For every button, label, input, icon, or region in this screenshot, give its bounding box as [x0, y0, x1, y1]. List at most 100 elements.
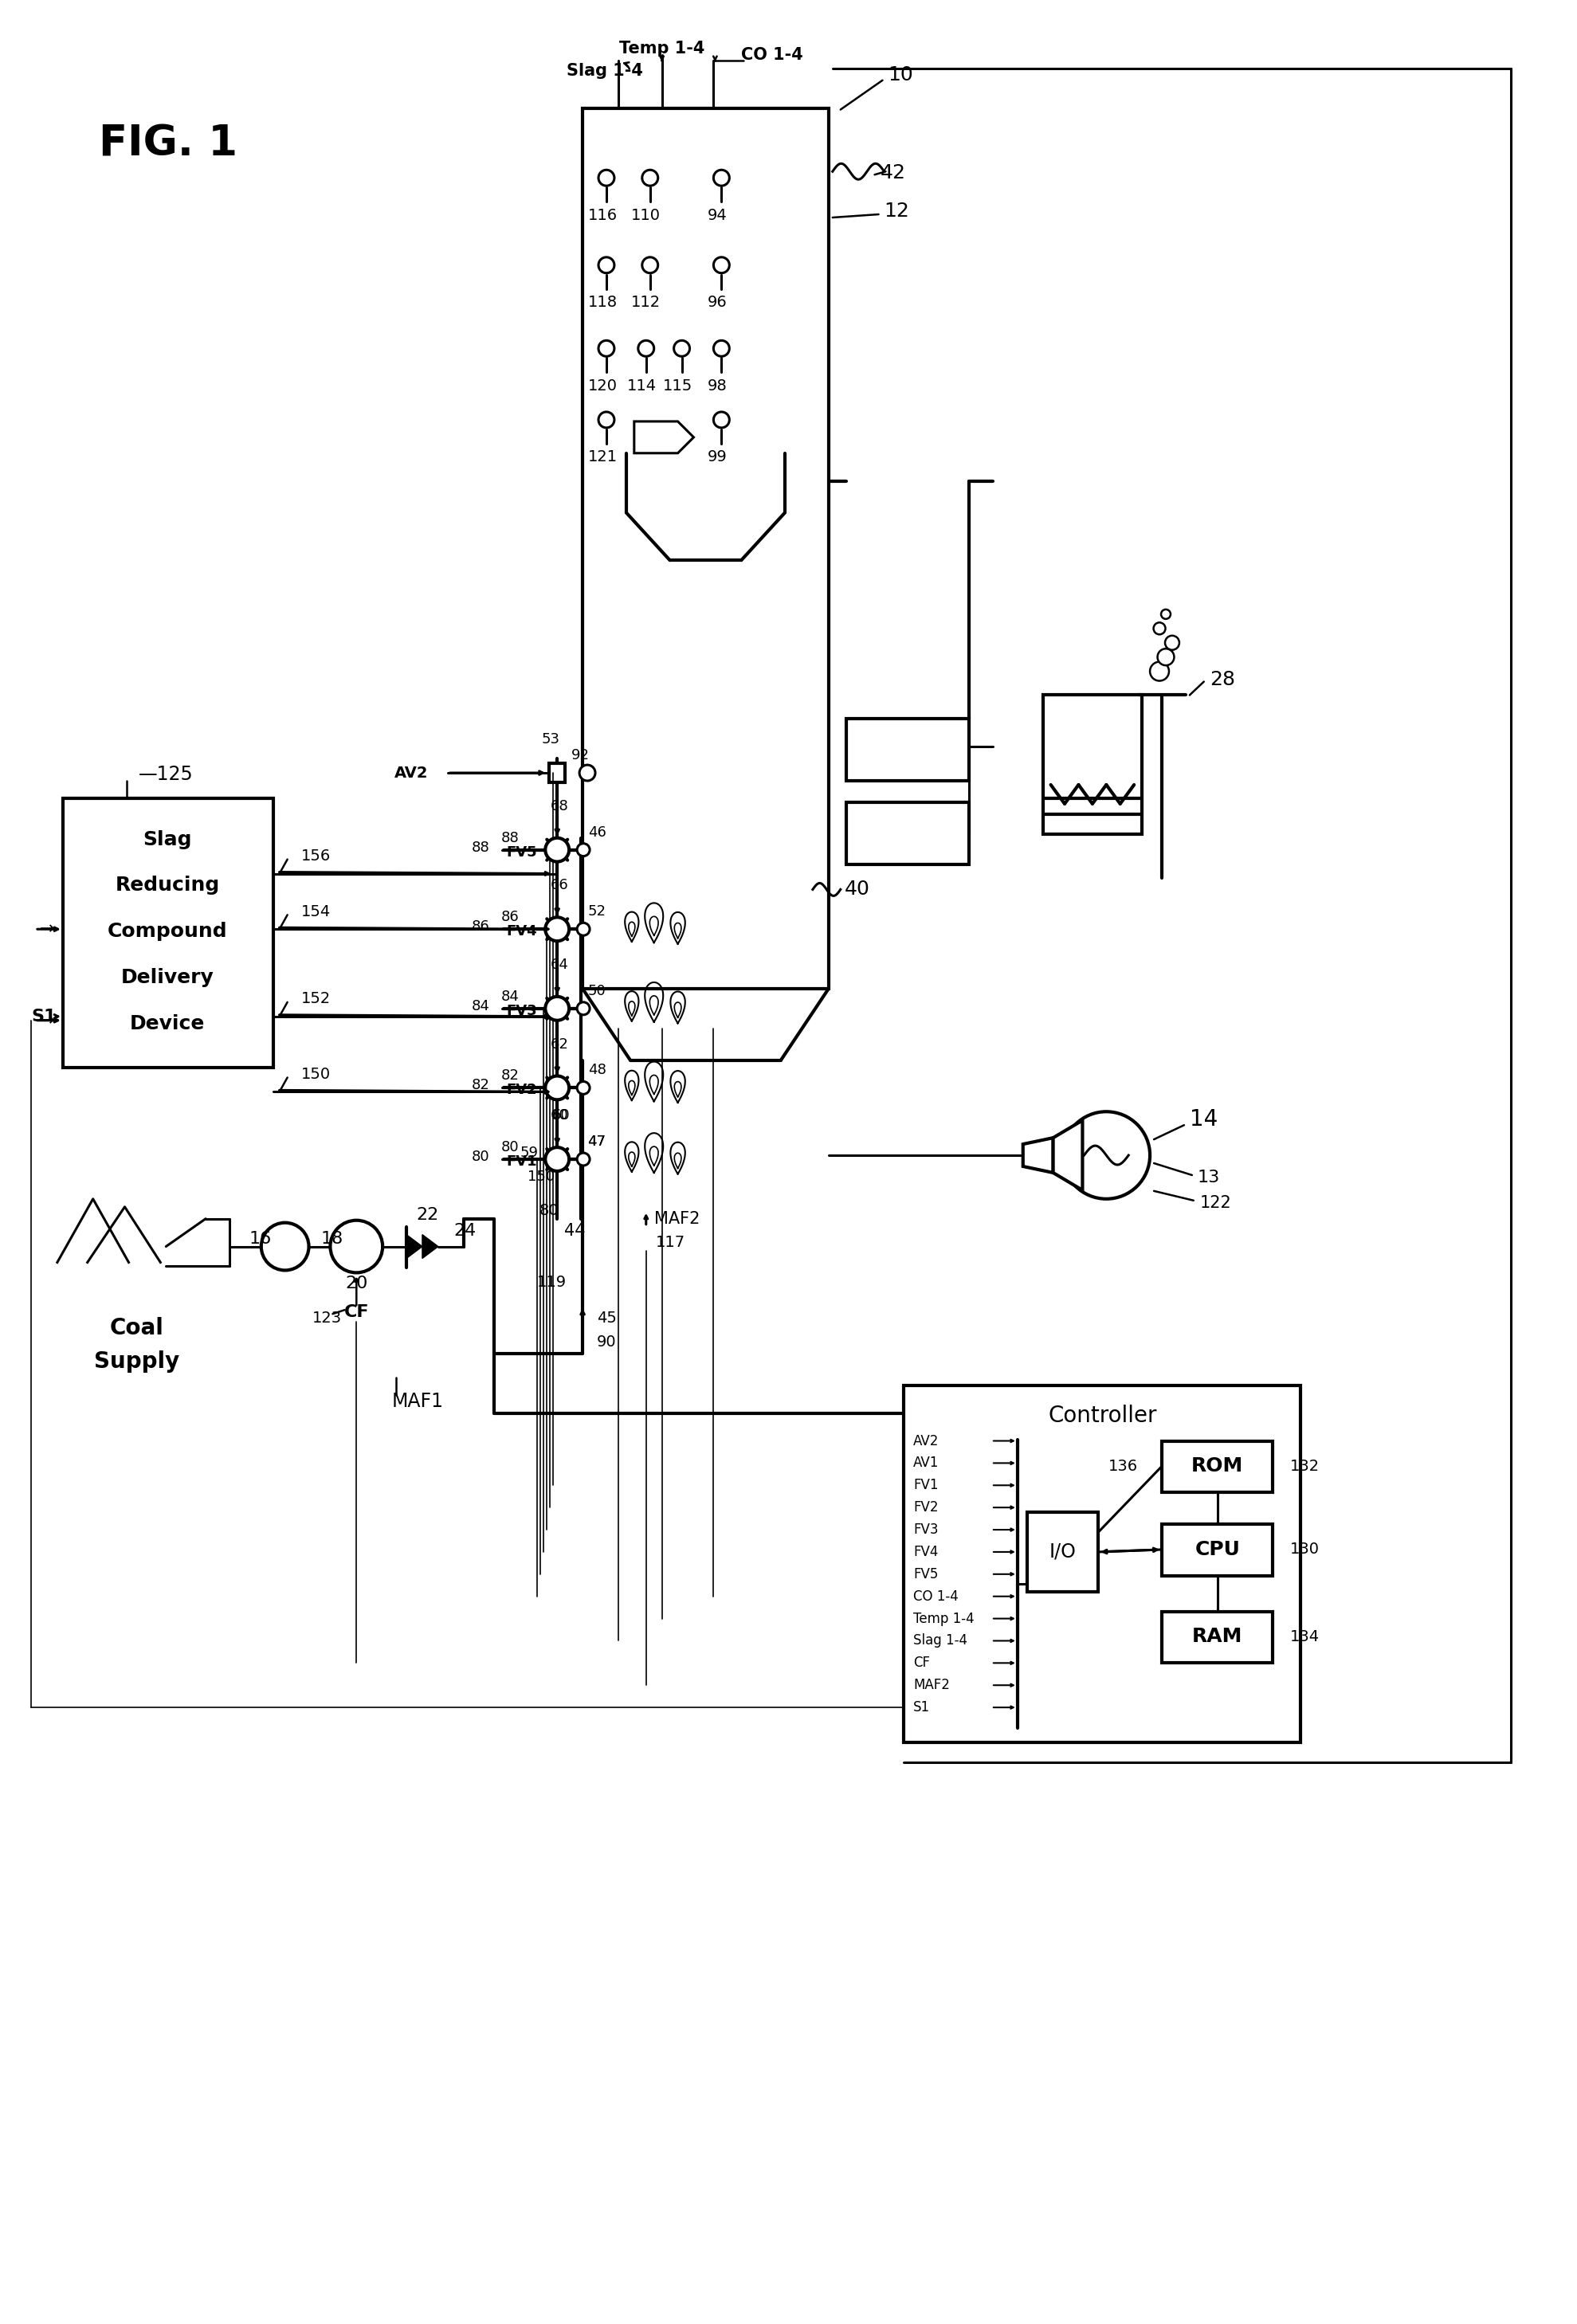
Text: 119: 119 — [538, 1274, 566, 1290]
Text: 52: 52 — [588, 904, 606, 918]
Text: FV2: FV2 — [506, 1083, 538, 1097]
Text: 46: 46 — [588, 825, 606, 839]
Text: 60: 60 — [550, 1109, 569, 1122]
Text: 80: 80 — [501, 1141, 519, 1155]
Circle shape — [1150, 662, 1169, 681]
Text: 14: 14 — [1189, 1109, 1217, 1132]
Text: 136: 136 — [1109, 1459, 1139, 1473]
Text: 13: 13 — [1197, 1169, 1221, 1185]
Text: FV1: FV1 — [913, 1478, 938, 1492]
Text: 130: 130 — [1290, 1543, 1320, 1557]
Bar — [549, 762, 565, 783]
Text: CPU: CPU — [1195, 1541, 1240, 1559]
Text: 117: 117 — [656, 1234, 684, 1250]
Circle shape — [713, 258, 730, 272]
Text: 123: 123 — [312, 1311, 342, 1325]
Text: —125: —125 — [139, 765, 192, 783]
Text: Slag: Slag — [144, 830, 192, 848]
Text: 47: 47 — [588, 1134, 606, 1148]
Text: 53: 53 — [541, 732, 560, 746]
Text: 68: 68 — [550, 799, 569, 813]
Text: CO 1-4: CO 1-4 — [741, 46, 803, 63]
Text: ROM: ROM — [1191, 1457, 1243, 1476]
Circle shape — [1161, 609, 1170, 618]
Text: S1: S1 — [913, 1701, 930, 1715]
Bar — [1162, 1525, 1273, 1576]
Text: 121: 121 — [588, 449, 617, 465]
Circle shape — [713, 170, 730, 186]
Text: FV3: FV3 — [506, 1004, 538, 1018]
Text: MAF1: MAF1 — [393, 1392, 445, 1411]
Text: 84: 84 — [501, 990, 519, 1004]
Text: 28: 28 — [1210, 669, 1235, 688]
Text: 98: 98 — [708, 379, 727, 393]
Text: FV3: FV3 — [913, 1522, 938, 1536]
Bar — [582, 107, 828, 988]
Circle shape — [546, 997, 569, 1020]
Text: 82: 82 — [472, 1078, 490, 1092]
Text: 80: 80 — [472, 1150, 490, 1164]
Circle shape — [642, 170, 658, 186]
Text: Temp 1-4: Temp 1-4 — [913, 1611, 975, 1627]
Text: MAF2: MAF2 — [654, 1211, 700, 1227]
Circle shape — [639, 342, 654, 356]
Text: 88: 88 — [472, 841, 490, 855]
Bar — [63, 797, 273, 1069]
Circle shape — [577, 923, 590, 937]
Text: 40: 40 — [844, 881, 871, 899]
Polygon shape — [423, 1234, 438, 1257]
Text: 88: 88 — [501, 830, 519, 846]
Bar — [904, 1385, 1301, 1743]
Text: FV5: FV5 — [913, 1566, 938, 1580]
Text: 122: 122 — [1200, 1195, 1232, 1211]
Circle shape — [598, 258, 615, 272]
Text: FV4: FV4 — [913, 1545, 938, 1559]
Bar — [1162, 1611, 1273, 1664]
Text: 115: 115 — [662, 379, 692, 393]
Polygon shape — [634, 421, 694, 453]
Text: 110: 110 — [631, 207, 661, 223]
Bar — [1027, 1513, 1098, 1592]
Text: 20: 20 — [345, 1276, 367, 1292]
Text: AV1: AV1 — [913, 1455, 940, 1471]
Text: 116: 116 — [588, 207, 617, 223]
Text: 154: 154 — [301, 904, 331, 920]
Text: MAF2: MAF2 — [913, 1678, 949, 1692]
Circle shape — [262, 1222, 309, 1271]
Text: 12: 12 — [885, 202, 910, 221]
Text: Compound: Compound — [107, 923, 227, 941]
Text: Device: Device — [129, 1013, 205, 1034]
Text: CF: CF — [913, 1655, 930, 1671]
Text: 42: 42 — [880, 163, 905, 184]
Text: CF: CF — [344, 1304, 369, 1320]
Text: AV2: AV2 — [913, 1434, 940, 1448]
Text: 45: 45 — [596, 1311, 617, 1325]
Circle shape — [598, 342, 615, 356]
Bar — [1162, 1441, 1273, 1492]
Text: 92: 92 — [571, 748, 590, 762]
Text: 84: 84 — [472, 999, 490, 1013]
Text: 47: 47 — [588, 1134, 606, 1148]
Circle shape — [546, 839, 569, 862]
Text: 94: 94 — [708, 207, 727, 223]
Text: Coal: Coal — [109, 1318, 164, 1339]
Text: I/O: I/O — [1049, 1543, 1076, 1562]
Text: AV2: AV2 — [394, 765, 427, 781]
Text: 24: 24 — [454, 1222, 476, 1239]
Text: 156: 156 — [301, 848, 331, 865]
Polygon shape — [1053, 1120, 1082, 1190]
Text: 48: 48 — [588, 1062, 606, 1078]
Text: FV5: FV5 — [506, 846, 538, 860]
Text: 114: 114 — [628, 379, 658, 393]
Circle shape — [598, 170, 615, 186]
Circle shape — [713, 411, 730, 428]
Circle shape — [577, 844, 590, 855]
Text: →: → — [39, 920, 54, 937]
Text: Delivery: Delivery — [121, 969, 214, 988]
Text: 152: 152 — [301, 992, 331, 1006]
Polygon shape — [1023, 1139, 1053, 1174]
Text: 80: 80 — [539, 1204, 558, 1218]
Bar — [845, 718, 968, 781]
Polygon shape — [407, 1234, 423, 1257]
Circle shape — [577, 1153, 590, 1167]
